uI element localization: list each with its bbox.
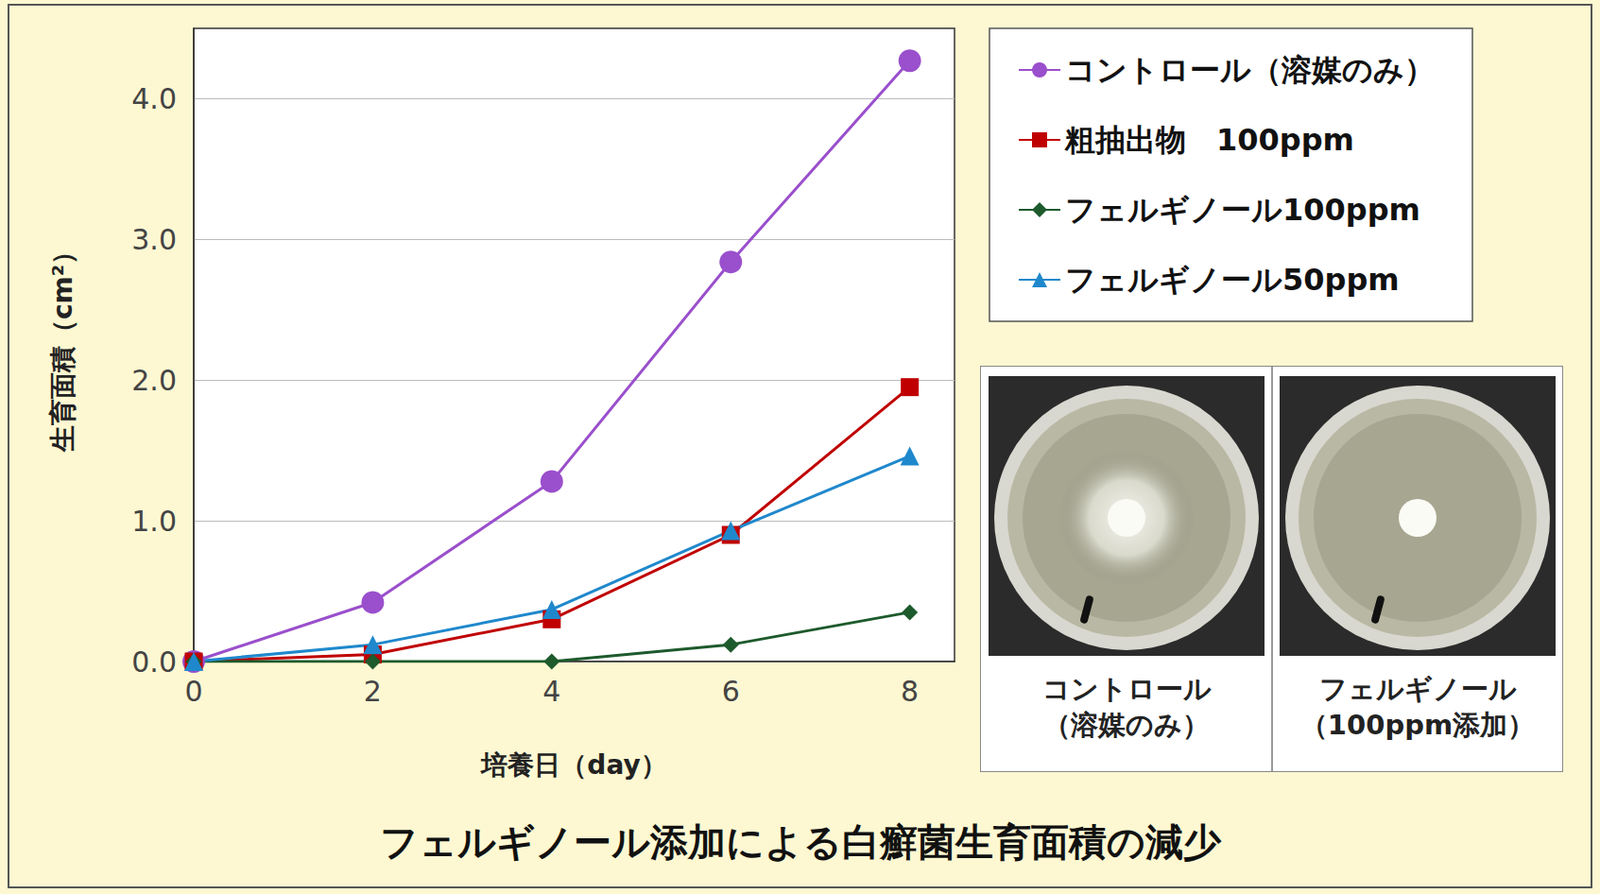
svg-text:粗抽出物 100ppm: 粗抽出物 100ppm — [1064, 121, 1355, 158]
svg-text:培養日（day）: 培養日（day） — [479, 749, 667, 781]
html-text:（100ppm添加）: （100ppm添加） — [1300, 708, 1535, 741]
svg-text:生育面積（cm²）: 生育面積（cm²） — [47, 238, 79, 453]
svg-text:4: 4 — [542, 674, 561, 708]
svg-text:3.0: 3.0 — [131, 223, 177, 257]
svg-text:1.0: 1.0 — [131, 504, 177, 538]
svg-text:コントロール（溶媒のみ）: コントロール（溶媒のみ） — [1065, 51, 1435, 88]
html-text:（溶媒のみ）: （溶媒のみ） — [1043, 708, 1210, 741]
svg-text:8: 8 — [900, 674, 919, 708]
svg-text:0.0: 0.0 — [131, 645, 177, 679]
svg-text:2: 2 — [363, 674, 382, 708]
svg-text:0: 0 — [184, 674, 203, 708]
svg-text:フェルギノール添加による白癬菌生育面積の減少: フェルギノール添加による白癬菌生育面積の減少 — [379, 820, 1222, 864]
svg-text:フェルギノール100ppm: フェルギノール100ppm — [1065, 191, 1421, 228]
svg-text:6: 6 — [722, 674, 740, 708]
html-text:コントロール: コントロール — [1041, 672, 1212, 706]
svg-text:4.0: 4.0 — [131, 82, 177, 116]
svg-text:2.0: 2.0 — [131, 363, 177, 397]
html-text:フェルギノール: フェルギノール — [1318, 672, 1517, 706]
svg-text:フェルギノール50ppm: フェルギノール50ppm — [1065, 261, 1400, 298]
